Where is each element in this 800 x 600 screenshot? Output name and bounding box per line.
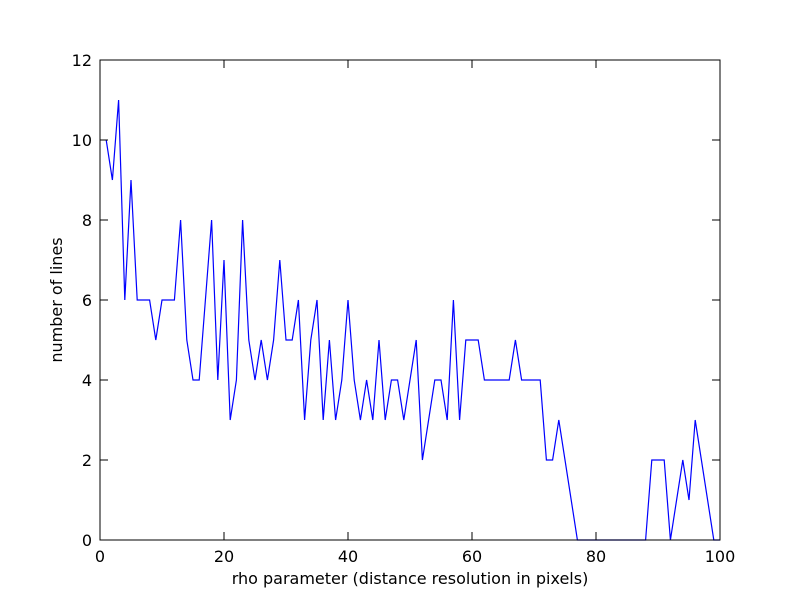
y-tick-label: 12 [72,51,92,70]
y-axis-title: number of lines [47,237,66,362]
x-tick-label: 0 [95,547,105,566]
plot-area-frame [99,59,721,541]
x-tick-label: 80 [586,547,606,566]
y-tick-label: 6 [82,291,92,310]
y-tick-label: 4 [82,371,92,390]
x-tick-label: 100 [705,547,736,566]
y-tick-label: 8 [82,211,92,230]
y-tick-label: 0 [82,531,92,550]
x-tick-label: 40 [338,547,358,566]
x-tick-label: 20 [214,547,234,566]
x-axis-title: rho parameter (distance resolution in pi… [232,569,589,588]
y-tick-label: 2 [82,451,92,470]
y-tick-label: 10 [72,131,92,150]
x-tick-label: 60 [462,547,482,566]
